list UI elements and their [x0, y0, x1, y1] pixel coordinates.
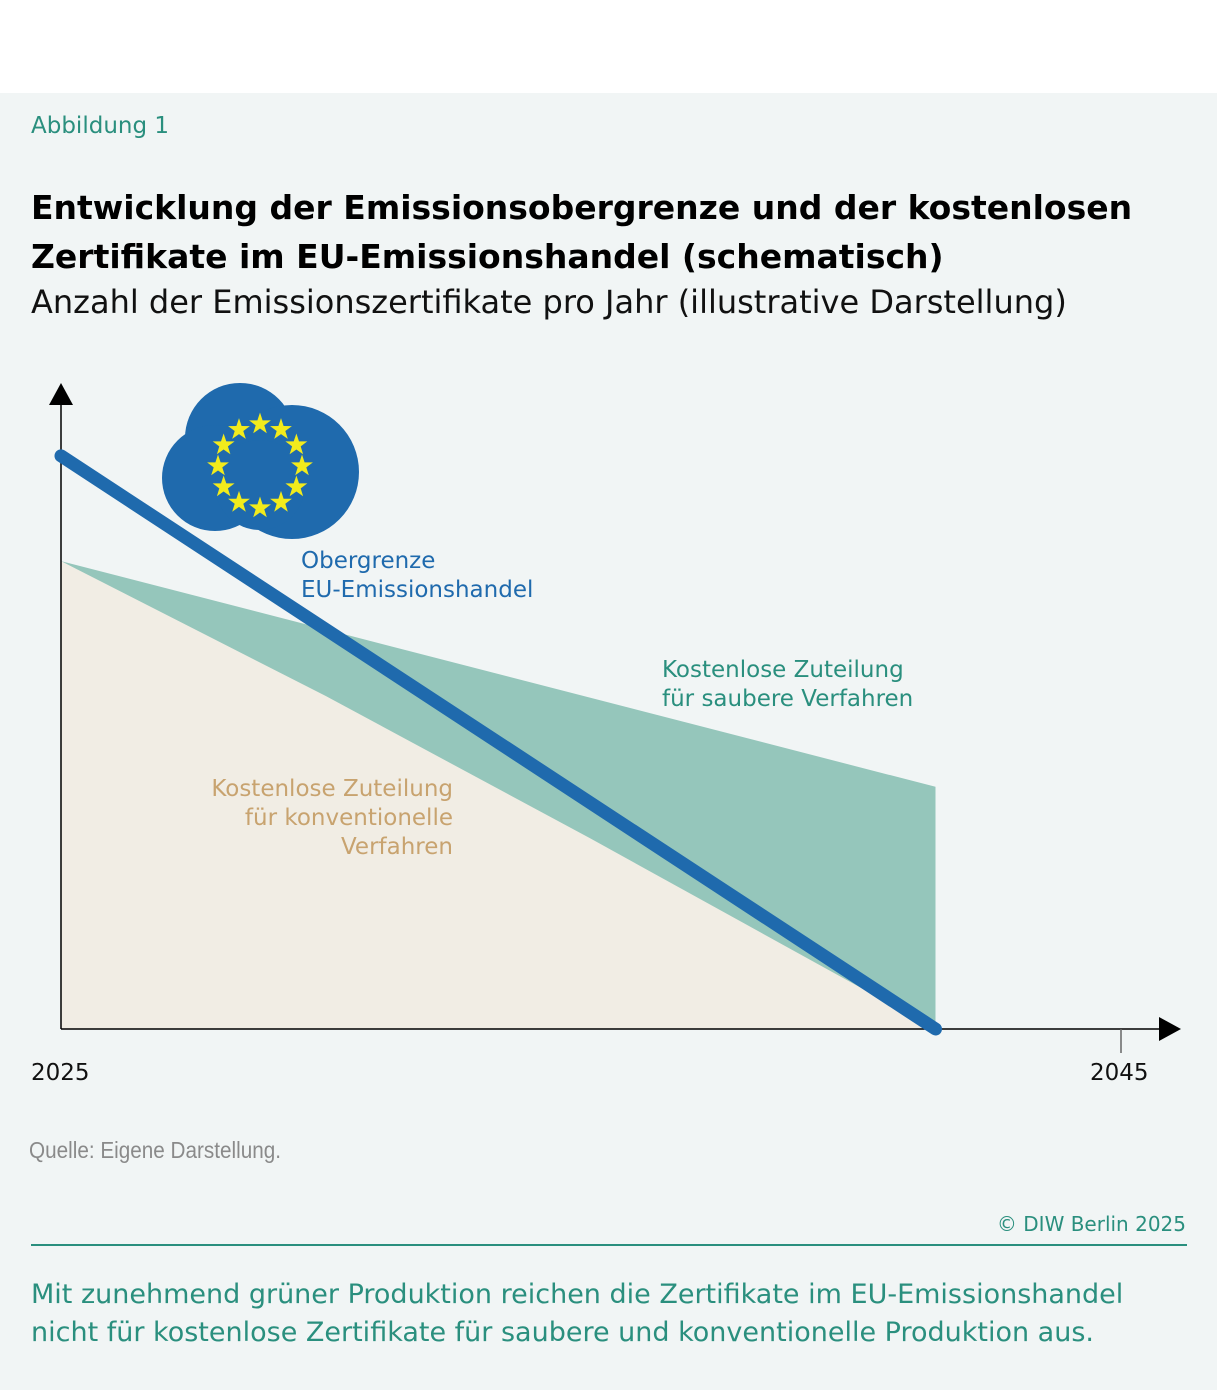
source-note: Quelle: Eigene Darstellung.: [29, 1137, 281, 1163]
eu-star-icon: [285, 433, 308, 455]
clean-label-line: Kostenlose Zuteilung: [662, 657, 904, 683]
divider: [31, 1244, 1187, 1246]
conventional-allocation-area: [61, 561, 936, 1029]
conventional-label-line: Kostenlose Zuteilung: [211, 776, 453, 802]
x-tick-label: 2045: [1090, 1060, 1149, 1086]
eu-star-icon: [212, 433, 235, 455]
cap-label-line: EU-Emissionshandel: [301, 577, 533, 603]
eu-star-icon: [270, 418, 292, 439]
clean-label-line: für saubere Verfahren: [662, 686, 913, 712]
chart-subtitle: Anzahl der Emissionszertifikate pro Jahr…: [31, 283, 1067, 321]
conventional-label-line: für konventionelle: [245, 805, 453, 831]
eu-star-icon: [249, 496, 271, 518]
eu-flag-cloud-icon: [162, 383, 359, 539]
cap-line: [54, 449, 942, 1036]
copyright: © DIW Berlin 2025: [996, 1212, 1186, 1236]
eu-star-icon: [207, 454, 229, 476]
eu-star-icon: [249, 412, 271, 434]
cap-label-line: Obergrenze: [301, 548, 435, 574]
caption: Mit zunehmend grüner Produktion reichen …: [31, 1279, 1124, 1348]
conventional-label-line: Verfahren: [341, 834, 453, 860]
eu-star-icon: [285, 475, 308, 497]
x-tick-label: 2025: [31, 1060, 90, 1086]
eu-star-icon: [291, 454, 313, 476]
x-axis-arrow: [1159, 1017, 1181, 1041]
eu-star-icon: [228, 490, 250, 512]
figure-label: Abbildung 1: [31, 113, 170, 139]
eu-star-icon: [228, 418, 250, 439]
y-axis-arrow: [49, 383, 73, 405]
eu-star-icon: [270, 490, 292, 512]
eu-star-icon: [212, 475, 235, 497]
chart-title: Entwicklung der Emissionsobergrenze und …: [31, 188, 1133, 276]
